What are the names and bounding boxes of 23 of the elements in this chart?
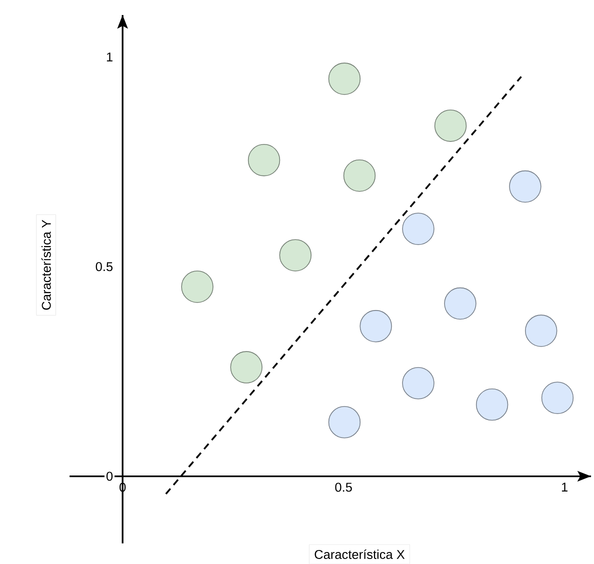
x-tick-label: 0.5 [335, 482, 352, 492]
x-axis-title: Característica X [314, 550, 405, 560]
y-tick-label: 0.5 [96, 262, 113, 272]
x-tick-label: 1 [562, 482, 568, 492]
point [248, 144, 280, 176]
point [402, 367, 434, 400]
point [328, 62, 361, 96]
y-tick-label: 1 [106, 52, 112, 62]
y-tick-label: 0 [106, 472, 113, 481]
point [328, 406, 361, 438]
point [476, 388, 508, 421]
point [434, 110, 467, 142]
point [509, 170, 542, 203]
point [343, 160, 376, 192]
point [181, 270, 214, 303]
y-axis-title: Característica Y [41, 220, 51, 310]
point [279, 239, 312, 272]
point [360, 310, 392, 342]
point [525, 314, 558, 348]
point [541, 382, 574, 414]
point [402, 212, 434, 246]
point [444, 288, 476, 320]
point [230, 351, 262, 384]
